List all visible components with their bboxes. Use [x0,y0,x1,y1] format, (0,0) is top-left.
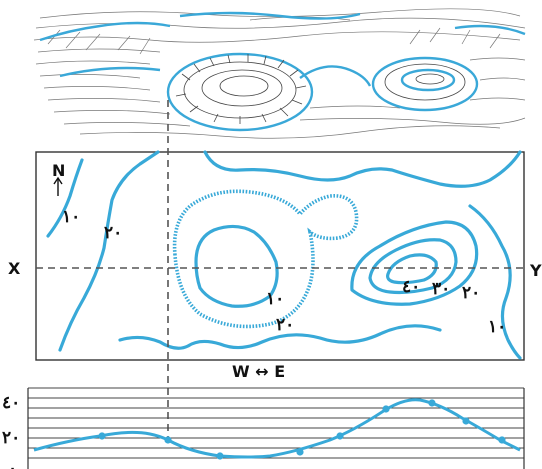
contour-center-inner [194,224,279,308]
contour-left-10 [46,158,84,238]
contour-center-20 [172,189,359,329]
profile-label-20: ٢٠ [2,428,20,448]
sketch-ridge-4 [454,24,526,36]
profile-point [462,417,470,425]
profile-point [216,452,224,460]
contour-label-center-10: ١٠ [266,289,284,309]
section-label-y: Y [529,261,542,280]
contour-right-20 [350,220,479,306]
profile-panel: ٤٠ ٢٠ ٠ [2,387,525,469]
contour-label-left-20: ٢٠ [104,223,122,243]
north-arrow: N [52,161,65,196]
profile-point [428,399,436,407]
contour-left-20 [58,150,160,352]
sketch-ridge-3 [59,66,161,78]
north-label: N [52,161,65,180]
contour-right-40 [386,253,438,285]
terrain-sketch [33,8,526,139]
profile-point [336,432,344,440]
map-frame [35,151,525,361]
right-hill-sketch [371,56,479,112]
contour-label-left-10: ١٠ [62,207,80,227]
contour-bottom [118,324,442,350]
contour-right-10 [468,204,522,360]
profile-point [498,436,506,444]
profile-label-0: ٠ [8,459,17,469]
contour-right-30 [368,238,458,295]
profile-point [164,436,172,444]
sketch-ridge-2 [179,11,361,20]
terrain-hatching [33,8,526,139]
saddle-sketch [299,65,372,87]
profile-point [98,432,106,440]
sketch-ridge-1 [39,21,171,42]
profile-points [98,399,506,460]
contour-label-right-10: ١٠ [488,317,506,337]
contour-lines [46,150,522,360]
profile-point [382,405,390,413]
contour-top [203,150,522,188]
contour-label-center-20: ٢٠ [276,315,294,335]
direction-label: W ↔ E [232,362,285,381]
profile-point [296,448,304,456]
profile-label-40: ٤٠ [2,393,20,413]
contour-label-right-30: ٣٠ [432,279,450,299]
section-label-x: X [8,259,21,278]
contour-label-right-40: ٤٠ [402,277,420,297]
contour-label-right-20: ٢٠ [462,283,480,303]
left-hill-sketch [166,52,314,132]
